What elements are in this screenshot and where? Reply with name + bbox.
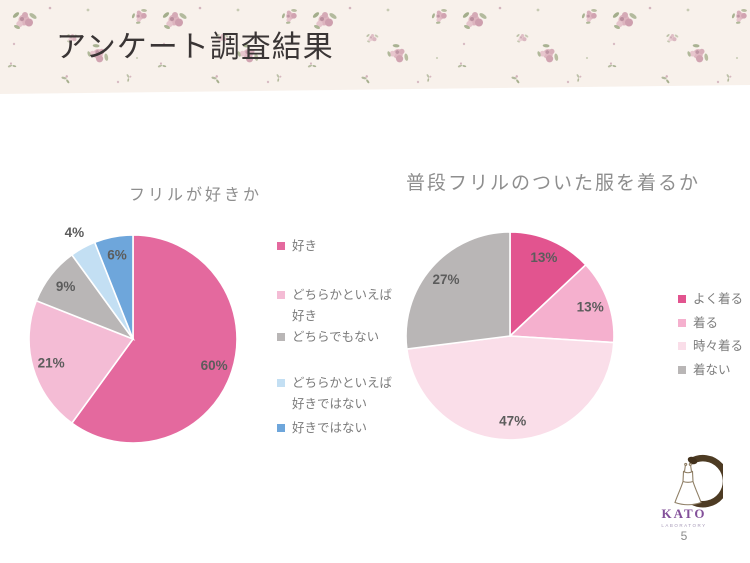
legend-item-kiru: 着る <box>678 313 750 334</box>
pie-data-label: 9% <box>56 279 76 294</box>
pie-slice-13pct <box>508 263 615 344</box>
legend-marker-dochiraka-suki <box>277 291 285 299</box>
pie-slice-21pct <box>28 299 135 425</box>
legend-item-kinai: 着ない <box>678 360 750 381</box>
kato-logo-mark <box>674 454 723 508</box>
pie-data-label: 60% <box>201 358 228 373</box>
legend-label-dochiraka-sukidehanai: どちらかといえば好きではない <box>292 376 393 411</box>
legend-item-yoku-kiru: よく着る <box>678 289 750 310</box>
legend-marker-kinai <box>678 365 686 374</box>
chart-title-wear-frills: 普段フリルのついた服を着るか <box>406 173 701 194</box>
pie-chart-frills-like: 60% 21% 9% 4% 6% <box>28 225 238 444</box>
dress-icon <box>674 462 702 506</box>
pie-data-label: 21% <box>38 355 65 370</box>
legend-item-sukidehanai: 好きではない <box>277 418 403 439</box>
legend-item-dochiraka-sukidehanai: どちらかといえば好きではない <box>277 373 403 415</box>
pie-data-label: 27% <box>432 272 459 287</box>
pie-slice-6pct <box>93 234 134 340</box>
chart-title-frills-like: フリルが好きか <box>129 187 263 204</box>
legend-frills-like: 好き どちらかといえば好き どちらでもない どちらかといえば好きではない 好きで… <box>277 236 403 439</box>
pie-slice-27pct <box>405 231 511 350</box>
legend-item-dochirademonai: どちらでもない <box>277 327 403 348</box>
legend-marker-tokidoki-kiru <box>678 342 686 350</box>
legend-label-kinai: 着ない <box>693 362 731 377</box>
legend-label-kiru: 着る <box>693 315 719 330</box>
legend-wear-frills: よく着る 着る 時々着る 着ない <box>678 289 750 383</box>
legend-marker-dochirademonai <box>277 333 285 341</box>
slide-title: アンケート調査結果 <box>56 31 334 64</box>
legend-label-yoku-kiru: よく着る <box>693 292 744 306</box>
pie-data-label: 13% <box>577 300 604 315</box>
legend-label-sukidehanai: 好きではない <box>292 421 368 435</box>
pie-data-label: 4% <box>65 225 85 240</box>
legend-marker-kiru <box>678 318 686 327</box>
legend-marker-yoku-kiru <box>678 295 686 303</box>
pie-slice-47pct <box>405 335 615 441</box>
legend-marker-sukidehanai <box>277 424 285 432</box>
legend-item-suki: 好き <box>277 236 403 257</box>
logo-subtitle-text: LABORATORY <box>661 523 707 528</box>
legend-label-tokidoki-kiru: 時々着る <box>693 339 744 353</box>
pie-chart-wear-frills: 13% 13% 47% 27% <box>405 231 615 441</box>
logo-c-serif <box>687 456 698 465</box>
legend-label-dochirademonai: どちらでもない <box>292 330 380 344</box>
pie-slice-60pct <box>70 234 238 444</box>
legend-marker-dochiraka-sukidehanai <box>277 379 285 387</box>
pie-slice-13pct <box>509 231 587 338</box>
floral-pattern-image <box>0 0 750 94</box>
logo-c-ring <box>689 454 723 508</box>
legend-label-dochiraka-suki: どちらかといえば好き <box>292 288 393 323</box>
pie-data-label: 47% <box>499 414 526 429</box>
logo-name-text: KATO <box>661 506 707 521</box>
legend-marker-suki <box>277 242 285 250</box>
pie-data-label: 6% <box>107 248 127 263</box>
legend-item-tokidoki-kiru: 時々着る <box>678 336 750 357</box>
page-number: 5 <box>680 529 688 543</box>
kato-logo: KATO LABORATORY <box>645 452 723 528</box>
floral-banner <box>0 0 750 94</box>
legend-label-suki: 好き <box>292 239 318 253</box>
pie-data-label: 13% <box>530 250 557 265</box>
legend-item-dochiraka-suki: どちらかといえば好き <box>277 285 403 327</box>
